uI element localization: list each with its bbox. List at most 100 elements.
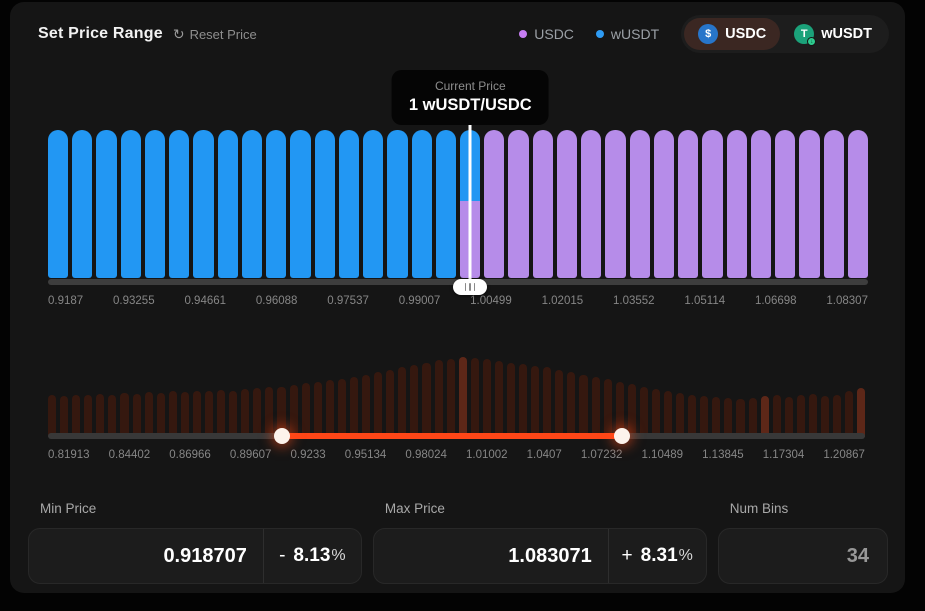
minimap-axis-tick: 0.86966 [169,449,211,461]
minimap-bin [374,372,383,437]
reset-price-button[interactable]: ↻ Reset Price [173,27,257,42]
minimap-bin [265,387,274,437]
minimap-bin [386,369,395,437]
range-slider-min-handle[interactable] [274,428,291,444]
liquidity-bin [435,130,456,278]
minimap-bin [241,389,250,437]
main-axis-tick: 1.00499 [470,295,512,307]
main-axis-tick: 1.03552 [612,295,655,307]
minimap-bin [591,377,600,437]
liquidity-bin [605,130,626,278]
liquidity-bin [532,130,553,278]
main-chart-x-axis: 0.9187 0.93255 0.94661 0.96088 0.97537 0.9900… [48,295,868,307]
liquidity-bin [363,130,384,278]
max-delta-sign: + [621,545,633,566]
legend-label-usdc: USDC [534,26,574,42]
num-bins-input[interactable]: 34 [846,544,869,567]
liquidity-bin [581,130,602,278]
liquidity-bin [217,130,238,278]
minimap-bin [60,396,69,437]
liquidity-bin [726,130,747,278]
minimap-bin [205,391,214,437]
legend-label-wusdt: wUSDT [610,26,660,42]
toggle-wusdt-label: wUSDT [821,26,872,42]
minimap-bin [217,389,226,437]
minimap-bin [156,393,165,437]
minimap-bin [470,357,479,437]
minimap-bin [120,393,129,437]
toggle-usdc-button[interactable]: $ USDC [684,18,781,50]
max-delta-value: 8.31 [640,545,678,566]
min-delta-sign: - [279,545,286,566]
minimap-bin [362,374,371,437]
minimap-bin [325,380,334,437]
minimap-axis-tick: 0.98024 [405,449,447,461]
minimap-bin [663,391,673,437]
minimap-bin [144,392,153,437]
main-axis-tick: 1.06698 [754,295,797,307]
current-price-line [468,122,472,281]
minimap-bin [132,393,141,437]
liquidity-bin [72,130,93,278]
minimap-bin [688,394,697,437]
minimap-bin [627,384,636,437]
minimap-x-axis: 0.81913 0.84402 0.86966 0.89607 0.9233 0.9513… [48,449,865,461]
liquidity-bin [144,130,166,278]
minimap-bin [760,396,769,437]
minimap-axis-tick: 1.20867 [823,449,865,461]
liquidity-bin [338,130,360,278]
legend-dot-usdc [519,30,528,38]
max-price-input[interactable]: 1.083071 [508,544,592,567]
liquidity-bin [314,130,335,278]
minimap-bin [108,394,117,437]
minimap-bin [398,367,407,437]
liquidity-bin [96,130,117,278]
min-price-divider [262,529,264,583]
minimap-bin [458,357,467,437]
minimap-bin [833,394,842,437]
legend-item-usdc: USDC [519,26,574,42]
liquidity-bin [241,130,263,278]
liquidity-bin [120,130,141,278]
chart-legend: USDC wUSDT [519,26,659,42]
minimap-bin [845,391,854,437]
liquidity-bin [702,130,723,278]
liquidity-bin [193,130,214,278]
num-bins-label: Num Bins [729,501,789,516]
minimap-bin [494,361,503,437]
liquidity-bin [290,130,311,278]
minimap-bin [48,395,57,437]
liquidity-bin [387,130,408,278]
range-slider-max-handle[interactable] [613,428,630,444]
minimap-bin [180,392,189,437]
min-delta-value: 8.13 [293,545,331,566]
legend-dot-wusdt [595,30,604,38]
minimap-bin [724,397,733,437]
min-price-group: Min Price 0.918707 - 8.13 % [28,501,362,584]
minimap-bin [712,397,721,437]
minimap-axis-tick: 0.89607 [229,449,272,461]
minimap-axis-tick: 0.84402 [108,449,151,461]
range-slider-track[interactable] [48,428,865,444]
minimap-bin [337,378,346,437]
min-price-delta: - 8.13 % [264,529,361,583]
minimap-bin [229,390,238,437]
minimap-bin [639,386,648,437]
minimap-bin [808,393,817,437]
minimap-bin [434,360,443,437]
minimap-bin [253,388,262,437]
reset-icon: ↻ [172,26,185,42]
reset-price-label: Reset Price [189,26,257,42]
minimap-bin [555,369,564,437]
liquidity-bin [556,130,578,278]
liquidity-bin [847,130,868,278]
minimap-bin [821,396,830,437]
minimap-bin [506,362,516,437]
toggle-wusdt-button[interactable]: T ↓ wUSDT [780,18,886,50]
min-price-input[interactable]: 0.918707 [163,544,247,567]
minimap-bin [446,358,455,437]
current-price-tooltip-value: 1 wUSDT/USDC [408,96,532,114]
set-price-range-panel: Set Price Range ↻ Reset Price USDC wUSDT… [10,2,905,593]
current-price-handle[interactable] [453,279,488,295]
main-axis-tick: 0.9187 [48,295,84,307]
